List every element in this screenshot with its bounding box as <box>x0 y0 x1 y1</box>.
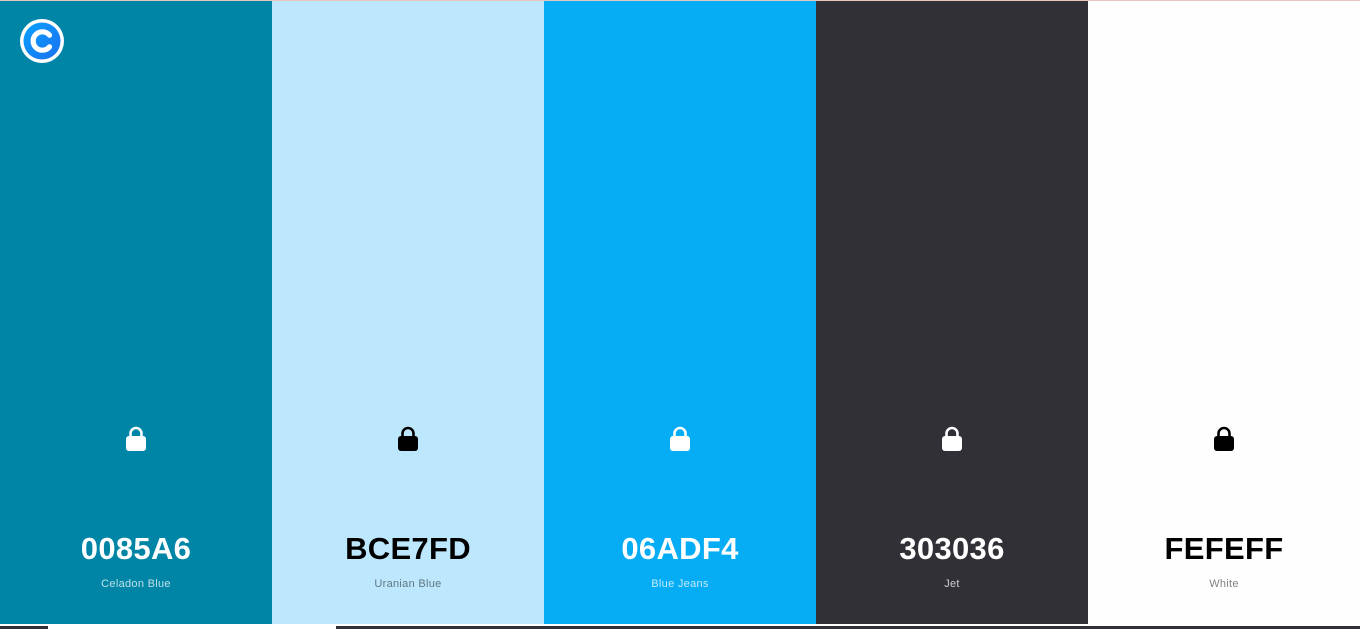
color-swatch[interactable]: BCE7FD Uranian Blue <box>272 1 544 624</box>
hex-code[interactable]: BCE7FD <box>345 531 471 566</box>
color-name: Jet <box>944 578 960 590</box>
lock-icon[interactable] <box>940 426 964 452</box>
bottom-strip-segment <box>0 626 48 629</box>
lock-icon[interactable] <box>1212 426 1236 452</box>
lock-icon[interactable] <box>396 426 420 452</box>
color-name: White <box>1209 578 1239 590</box>
color-swatch[interactable]: 0085A6 Celadon Blue <box>0 1 272 624</box>
top-border <box>0 0 1360 1</box>
hex-code[interactable]: 0085A6 <box>80 531 192 566</box>
color-swatch[interactable]: 06ADF4 Blue Jeans <box>544 1 816 624</box>
color-swatch[interactable]: 303036 Jet <box>816 1 1088 624</box>
color-swatch[interactable]: FEFEFF White <box>1088 1 1360 624</box>
hex-code[interactable]: 06ADF4 <box>621 531 739 566</box>
color-name: Uranian Blue <box>374 578 442 590</box>
color-name: Blue Jeans <box>651 578 709 590</box>
hex-code[interactable]: FEFEFF <box>1164 531 1284 566</box>
hex-code[interactable]: 303036 <box>899 531 1005 566</box>
lock-icon[interactable] <box>668 426 692 452</box>
bottom-strip-segment <box>336 626 1360 629</box>
coolors-logo-icon[interactable] <box>19 18 65 64</box>
lock-icon[interactable] <box>124 426 148 452</box>
bottom-strip <box>0 624 1360 629</box>
color-name: Celadon Blue <box>101 578 171 590</box>
